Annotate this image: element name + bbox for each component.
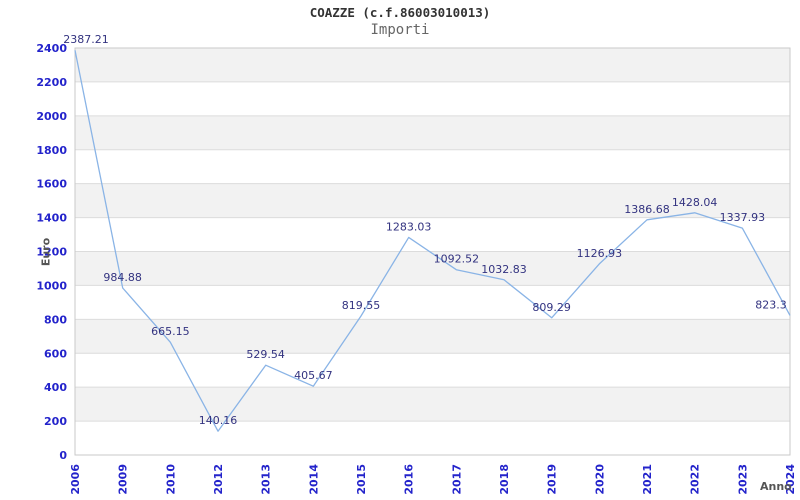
y-tick-label: 1000 — [36, 279, 67, 292]
y-tick-label: 200 — [44, 415, 67, 428]
x-tick-label: 2024 — [784, 464, 797, 495]
plot-band — [75, 387, 790, 422]
plot-band — [75, 319, 790, 354]
x-tick-label: 2022 — [689, 464, 702, 495]
plot-band — [75, 183, 790, 218]
data-point-label: 529.54 — [246, 348, 285, 361]
x-tick-label: 2016 — [403, 464, 416, 495]
y-tick-label: 600 — [44, 347, 67, 360]
data-point-label: 1283.03 — [386, 220, 432, 233]
x-tick-label: 2012 — [212, 464, 225, 495]
data-point-label: 665.15 — [151, 325, 190, 338]
x-tick-label: 2014 — [307, 464, 320, 495]
plot-band — [75, 251, 790, 286]
plot-band — [75, 48, 790, 82]
data-series-line — [74, 50, 791, 432]
data-point-label: 405.67 — [294, 369, 333, 382]
y-tick-label: 1600 — [36, 178, 67, 191]
chart-subtitle: Importi — [370, 22, 430, 38]
y-tick-label: 1800 — [36, 144, 67, 157]
x-tick-label: 2010 — [164, 464, 177, 495]
y-tick-label: 400 — [44, 381, 67, 394]
y-tick-label: 2000 — [36, 110, 67, 123]
data-point-label: 140.16 — [199, 414, 238, 427]
y-tick-label: 800 — [44, 313, 67, 326]
data-point-label: 1032.83 — [481, 263, 527, 276]
data-point-label: 819.55 — [342, 299, 381, 312]
x-tick-label: 2013 — [260, 464, 273, 495]
chart-title: COAZZE (c.f.86003010013) — [309, 5, 491, 20]
x-tick-label: 2021 — [641, 464, 654, 495]
x-tick-label: 2009 — [117, 464, 130, 495]
plot-band — [75, 115, 790, 150]
x-tick-label: 2020 — [593, 464, 606, 495]
data-point-label: 1337.93 — [720, 211, 766, 224]
data-point-label: 984.88 — [103, 271, 142, 284]
y-tick-label: 1400 — [36, 212, 67, 225]
plot-border — [74, 47, 791, 456]
data-point-label: 1428.04 — [672, 196, 718, 209]
y-tick-label: 2200 — [36, 76, 67, 89]
y-tick-label: 0 — [59, 449, 67, 462]
y-tick-label: 1200 — [36, 246, 67, 259]
data-point-label: 809.29 — [532, 301, 571, 314]
y-tick-label: 2400 — [36, 42, 67, 55]
data-point-label: 823.3 — [755, 298, 787, 311]
x-tick-label: 2019 — [546, 464, 559, 495]
data-point-label: 1092.52 — [434, 253, 480, 266]
x-tick-label: 2015 — [355, 464, 368, 495]
x-axis-title: Anno — [760, 480, 792, 493]
data-point-label: 2387.21 — [63, 33, 109, 46]
x-tick-label: 2006 — [69, 464, 82, 495]
x-tick-label: 2023 — [736, 464, 749, 495]
x-tick-label: 2017 — [450, 464, 463, 495]
y-axis-title: Euro — [39, 237, 53, 267]
x-tick-label: 2018 — [498, 464, 511, 495]
data-point-label: 1386.68 — [624, 203, 670, 216]
data-point-label: 1126.93 — [577, 247, 623, 260]
